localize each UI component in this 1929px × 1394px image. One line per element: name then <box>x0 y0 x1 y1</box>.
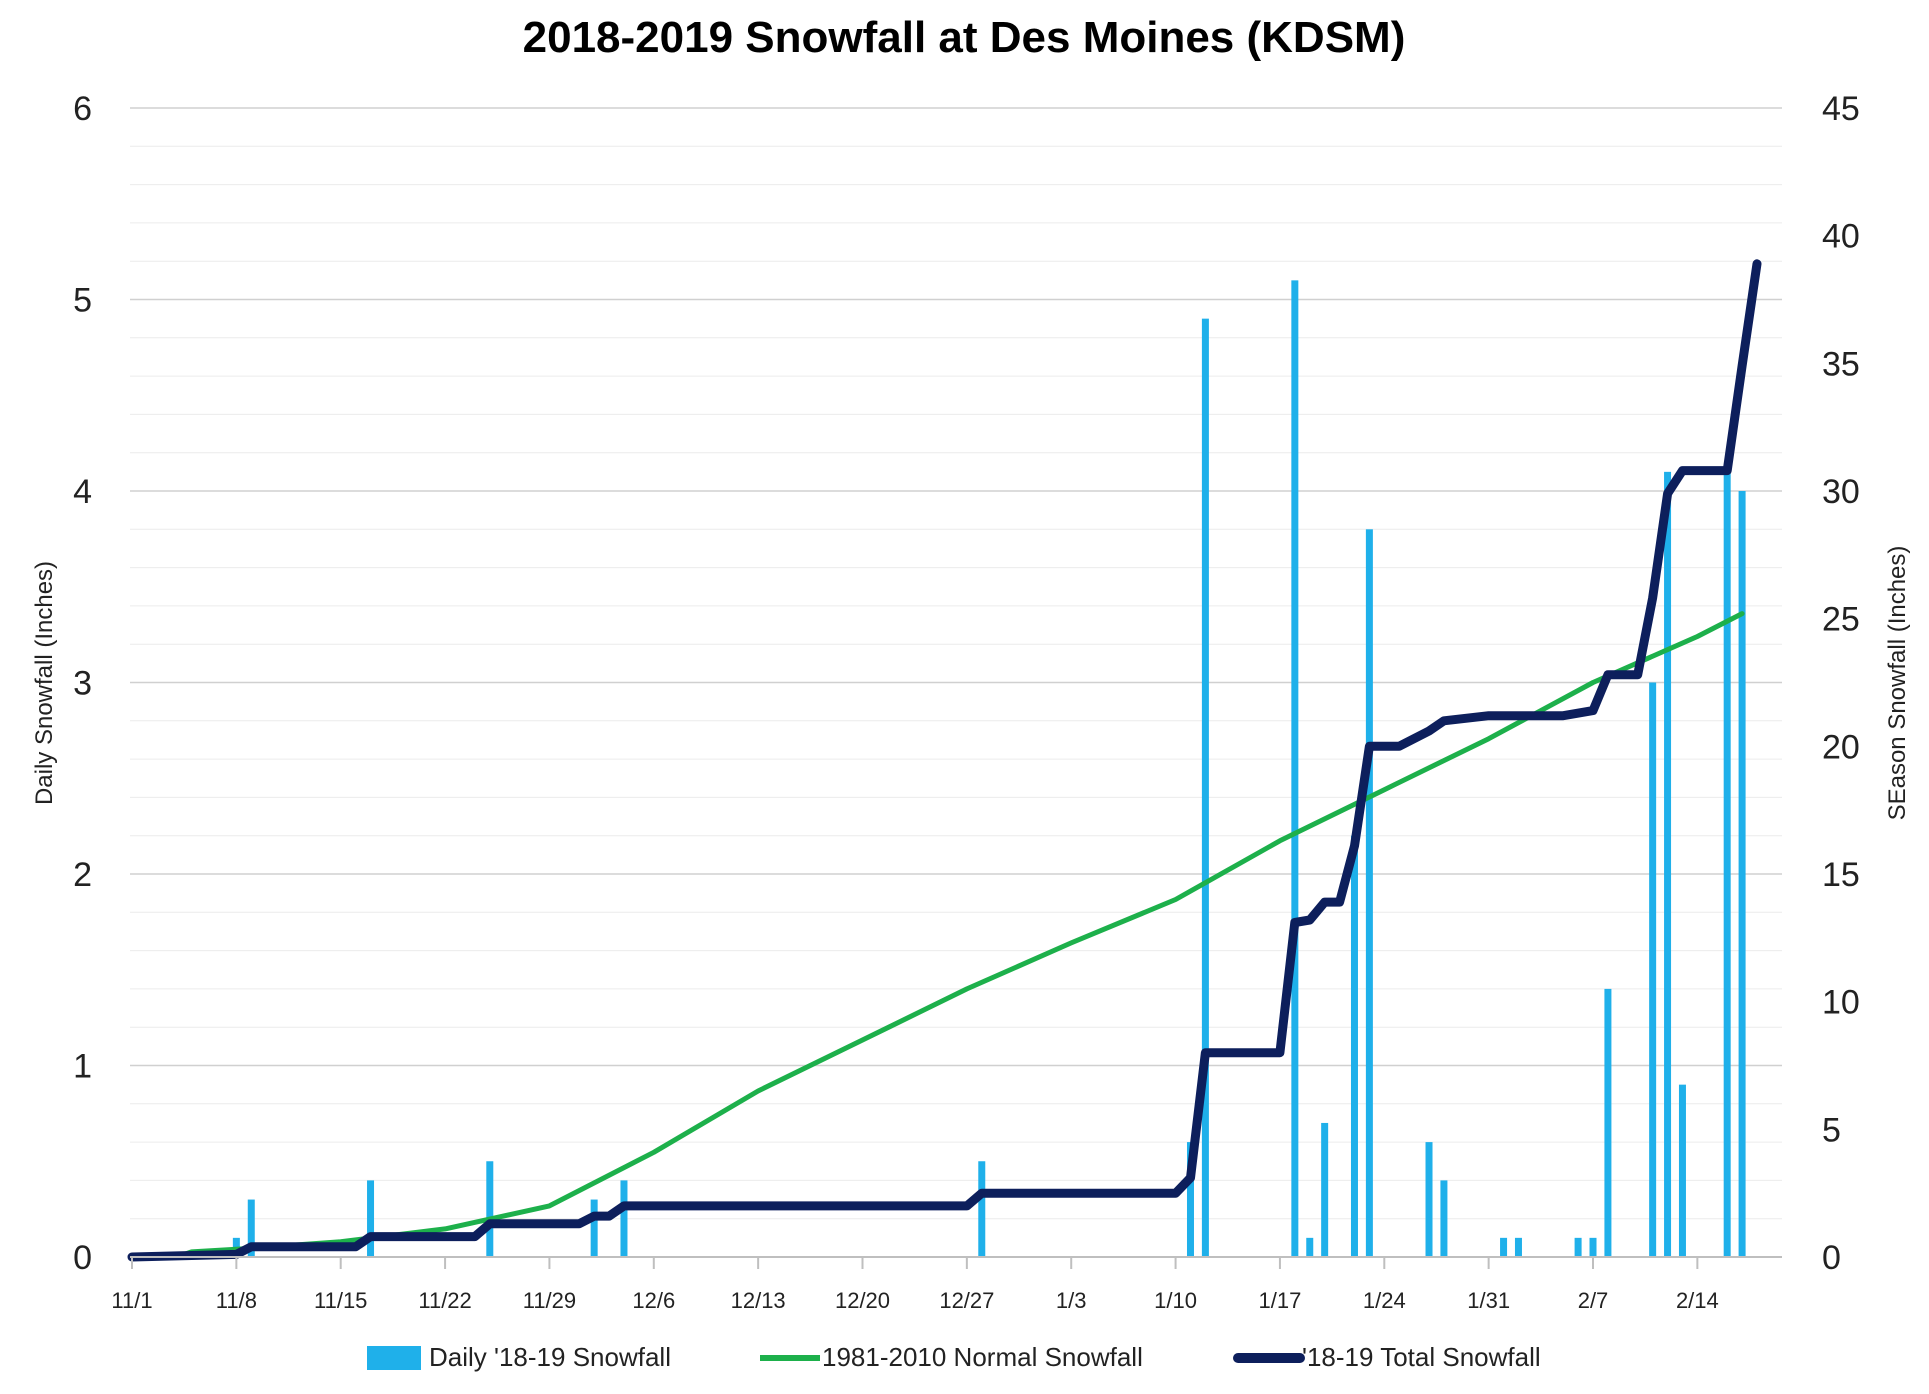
bar-daily-snowfall <box>247 1199 255 1257</box>
bar-daily-snowfall <box>1321 1122 1329 1257</box>
x-tick-label: 1/17 <box>1259 1288 1302 1313</box>
x-tick-label: 1/31 <box>1467 1288 1510 1313</box>
y2-tick-label: 30 <box>1822 473 1860 511</box>
y2-tick-label: 5 <box>1822 1111 1841 1149</box>
bar-daily-snowfall <box>1589 1237 1597 1257</box>
y2-tick-label: 35 <box>1822 345 1860 383</box>
y-tick-label: 1 <box>73 1048 92 1086</box>
bar-daily-snowfall <box>978 1161 986 1257</box>
y2-tick-label: 20 <box>1822 728 1860 766</box>
bar-daily-snowfall <box>1604 988 1612 1257</box>
series-lines <box>127 259 1762 1262</box>
line-total-snowfall <box>127 259 1762 1262</box>
x-tick-label: 1/3 <box>1056 1288 1087 1313</box>
y-tick-label: 4 <box>73 473 92 511</box>
bar-daily-snowfall <box>1425 1142 1433 1257</box>
legend-swatch-daily <box>367 1346 421 1370</box>
y2-axis-label: SEason Snowfall (Inches) <box>1884 546 1911 821</box>
y-tick-label: 6 <box>73 90 92 128</box>
y2-tick-label: 25 <box>1822 601 1860 639</box>
y2-tick-label: 10 <box>1822 984 1860 1022</box>
bar-daily-snowfall <box>1500 1237 1508 1257</box>
x-tick-label: 1/10 <box>1154 1288 1197 1313</box>
gridlines <box>130 107 1782 1220</box>
x-tick-label: 12/20 <box>835 1288 890 1313</box>
bar-daily-snowfall <box>1365 529 1373 1257</box>
x-tick-label: 11/29 <box>523 1288 576 1313</box>
y-tick-label: 5 <box>73 282 92 320</box>
y2-axis-ticks: 0 5 10 15 20 25 30 35 40 45 <box>1822 90 1860 1277</box>
y2-tick-label: 40 <box>1822 218 1860 256</box>
x-tick-label: 12/6 <box>632 1288 675 1313</box>
bar-daily-snowfall <box>1186 1142 1194 1257</box>
bar-daily-snowfall <box>1440 1180 1448 1257</box>
bar-daily-snowfall <box>1306 1237 1314 1257</box>
y-tick-label: 2 <box>73 856 92 894</box>
y2-tick-label: 15 <box>1822 856 1860 894</box>
bar-daily-snowfall <box>1738 491 1746 1257</box>
x-tick-label: 12/27 <box>939 1288 994 1313</box>
y2-tick-label: 45 <box>1822 90 1860 128</box>
legend: Daily '18-19 Snowfall 1981-2010 Normal S… <box>367 1342 1541 1372</box>
x-tick-label: 11/1 <box>111 1288 152 1313</box>
legend-label-total: '18-19 Total Snowfall <box>1302 1342 1541 1372</box>
bar-daily-snowfall <box>1678 1084 1686 1257</box>
bar-daily-snowfall <box>1291 280 1299 1258</box>
y-axis-ticks: 0 1 2 3 4 5 6 <box>73 90 92 1277</box>
line-normal-snowfall <box>129 611 1745 1260</box>
x-tick-label: 11/22 <box>418 1288 471 1313</box>
legend-label-daily: Daily '18-19 Snowfall <box>429 1342 671 1372</box>
x-tick-label: 11/8 <box>216 1288 257 1313</box>
bar-daily-snowfall <box>367 1180 375 1257</box>
y-tick-label: 3 <box>73 665 92 703</box>
bar-daily-snowfall <box>620 1180 628 1257</box>
bar-daily-snowfall <box>1350 835 1358 1257</box>
bar-daily-snowfall <box>590 1199 598 1257</box>
x-tick-label: 1/24 <box>1363 1288 1406 1313</box>
bar-daily-snowfall <box>486 1161 494 1257</box>
y-axis-label: Daily Snowfall (Inches) <box>31 561 58 805</box>
daily-bars <box>232 280 1746 1258</box>
legend-label-normal: 1981-2010 Normal Snowfall <box>822 1342 1143 1372</box>
bar-daily-snowfall <box>1723 471 1731 1258</box>
bar-daily-snowfall <box>1664 471 1672 1258</box>
y-tick-label: 0 <box>73 1239 92 1277</box>
x-tick-label: 2/7 <box>1578 1288 1609 1313</box>
x-axis-ticks: 11/1 11/8 11/15 11/22 11/29 12/6 12/13 12/20 12/… <box>111 1257 1719 1313</box>
bar-daily-snowfall <box>1201 318 1209 1257</box>
x-tick-label: 12/13 <box>731 1288 786 1313</box>
bar-daily-snowfall <box>1649 682 1657 1257</box>
bar-daily-snowfall <box>1574 1237 1582 1257</box>
chart-title: 2018-2019 Snowfall at Des Moines (KDSM) <box>523 13 1406 62</box>
bar-daily-snowfall <box>1514 1237 1522 1257</box>
y2-tick-label: 0 <box>1822 1239 1841 1277</box>
x-tick-label: 2/14 <box>1676 1288 1719 1313</box>
x-tick-label: 11/15 <box>314 1288 367 1313</box>
